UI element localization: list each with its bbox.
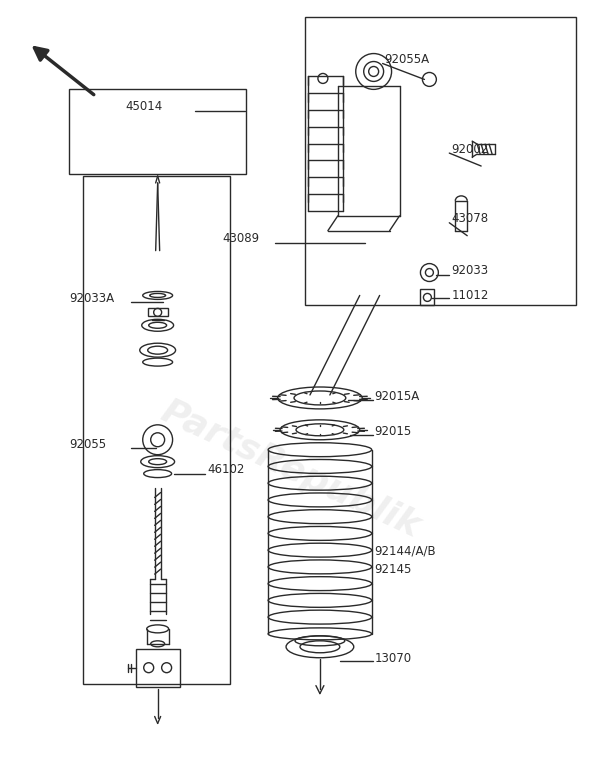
- Bar: [83, 176, 230, 684]
- Bar: [136, 649, 179, 687]
- Text: 92055: 92055: [69, 438, 106, 451]
- Text: 13070: 13070: [374, 653, 412, 665]
- Text: 92144/A/B: 92144/A/B: [374, 545, 436, 558]
- Text: 43089: 43089: [223, 232, 259, 245]
- Text: 92033A: 92033A: [69, 292, 114, 305]
- Text: 92015: 92015: [374, 425, 412, 439]
- Text: PartsRepublik: PartsRepublik: [155, 394, 425, 545]
- Text: 43078: 43078: [451, 212, 488, 226]
- Text: 92033: 92033: [451, 264, 488, 277]
- Text: 92002: 92002: [451, 143, 488, 156]
- Text: 11012: 11012: [451, 289, 488, 302]
- Text: 46102: 46102: [208, 463, 245, 476]
- Text: 92145: 92145: [374, 563, 412, 576]
- Bar: [305, 17, 576, 305]
- Text: 45014: 45014: [126, 100, 163, 113]
- Text: 92015A: 92015A: [374, 391, 420, 404]
- Bar: [69, 89, 246, 174]
- Bar: [421, 289, 434, 305]
- Bar: [148, 308, 167, 316]
- Text: 92055A: 92055A: [385, 53, 430, 66]
